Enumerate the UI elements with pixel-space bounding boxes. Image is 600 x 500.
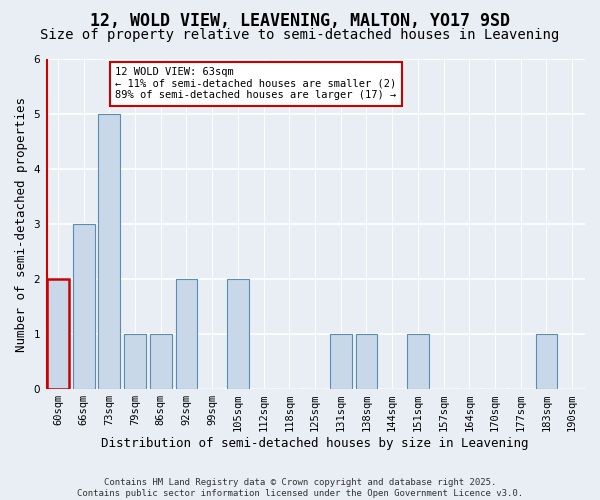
X-axis label: Distribution of semi-detached houses by size in Leavening: Distribution of semi-detached houses by … <box>101 437 529 450</box>
Bar <box>176 279 197 389</box>
Bar <box>536 334 557 389</box>
Text: Size of property relative to semi-detached houses in Leavening: Size of property relative to semi-detach… <box>40 28 560 42</box>
Bar <box>150 334 172 389</box>
Bar <box>407 334 429 389</box>
Text: 12, WOLD VIEW, LEAVENING, MALTON, YO17 9SD: 12, WOLD VIEW, LEAVENING, MALTON, YO17 9… <box>90 12 510 30</box>
Y-axis label: Number of semi-detached properties: Number of semi-detached properties <box>15 96 28 352</box>
Bar <box>227 279 249 389</box>
Bar <box>330 334 352 389</box>
Bar <box>47 279 69 389</box>
Bar <box>98 114 120 389</box>
Text: Contains HM Land Registry data © Crown copyright and database right 2025.
Contai: Contains HM Land Registry data © Crown c… <box>77 478 523 498</box>
Bar <box>124 334 146 389</box>
Bar <box>356 334 377 389</box>
Text: 12 WOLD VIEW: 63sqm
← 11% of semi-detached houses are smaller (2)
89% of semi-de: 12 WOLD VIEW: 63sqm ← 11% of semi-detach… <box>115 68 397 100</box>
Bar <box>73 224 95 389</box>
